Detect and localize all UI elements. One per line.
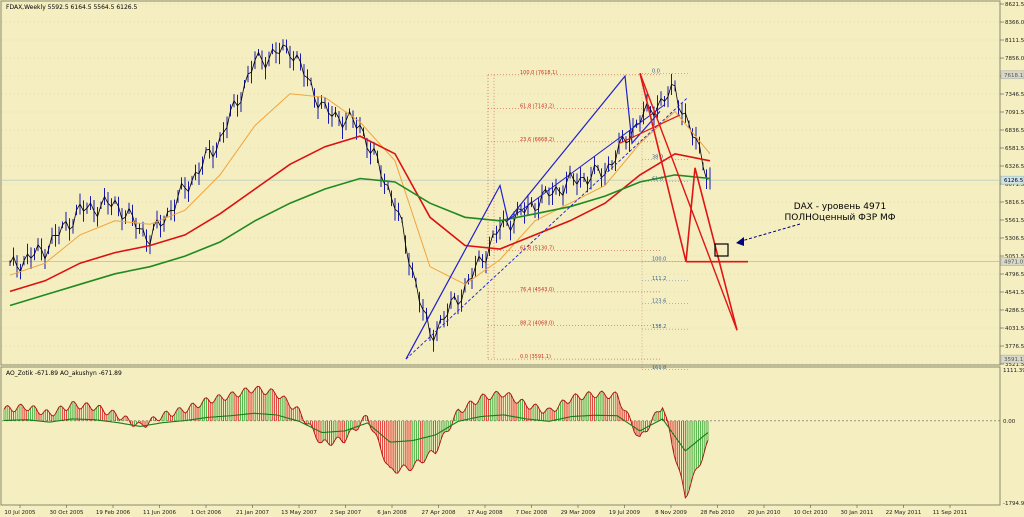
time-tick-label: 11 Jun 2006: [143, 510, 177, 516]
ao-tick-label: 0.00: [1003, 419, 1016, 425]
time-tick-label: 10 Jul 2005: [4, 510, 36, 516]
fib-level-label: 23.6 (6668.2): [520, 137, 554, 143]
time-tick-label: 19 Feb 2006: [96, 510, 131, 516]
fib-level-label: 61.8 (7143.2): [520, 103, 554, 109]
arrow-head: [736, 237, 744, 246]
price-tick-label: 4796.5: [1005, 272, 1024, 278]
time-tick-label: 22 May 2011: [886, 510, 922, 516]
price-tick-label: 7091.5: [1005, 110, 1024, 116]
time-tick-label: 1 Oct 2006: [191, 510, 222, 516]
time-tick-label: 6 Jan 2008: [377, 510, 407, 516]
fib-ext-label: 38.0: [652, 154, 663, 160]
price-tick-label: 6071.5: [1005, 182, 1024, 188]
ao-tick-label: 1111.39: [1003, 368, 1024, 374]
time-tick-label: 17 Aug 2008: [467, 510, 503, 516]
fib-ext-label: 161.8: [652, 365, 666, 371]
fib-level-label: 76.4 (4543.0): [520, 287, 554, 293]
price-tick-label: 4286.5: [1005, 308, 1024, 314]
time-tick-label: 10 Oct 2010: [793, 510, 828, 516]
blue-wedge: [405, 74, 661, 360]
price-tick-label: 8621.5: [1005, 2, 1024, 8]
price-tick-label: 6581.5: [1005, 146, 1024, 152]
price-marker-box: [1000, 70, 1024, 80]
fib-level-label: 88.2 (4068.0): [520, 320, 554, 326]
current-price-box: [1000, 175, 1024, 185]
price-tick-label: 8111.5: [1005, 38, 1024, 44]
time-tick-label: 28 Feb 2010: [700, 510, 735, 516]
indicator-header: AO_Zotik -671.89 AO_akushyn -671.89: [6, 370, 122, 377]
price-tick-label: 5816.5: [1005, 200, 1024, 206]
ma-mid-line: [9, 135, 711, 293]
time-tick-label: 21 Jan 2007: [236, 510, 269, 516]
symbol-header: FDAX,Weekly 5592.5 6164.5 5564.5 6126.5: [6, 4, 138, 11]
price-tick-label: 7856.0: [1005, 56, 1024, 62]
ao-tick-label: -1794.97: [1003, 501, 1024, 507]
annotation-line1: DAX - уровень 4971: [794, 202, 886, 212]
price-tick-label: 7346.5: [1005, 92, 1024, 98]
red-channel-line: [619, 114, 681, 144]
time-tick-label: 30 Jan 2011: [841, 510, 874, 516]
time-tick-label: 20 Jun 2010: [747, 510, 781, 516]
ma-fast-line: [9, 93, 711, 285]
price-tick-label: 5051.5: [1005, 254, 1024, 260]
price-tick-label: 3776.5: [1005, 344, 1024, 350]
price-marker-label: 7618.1: [1004, 73, 1023, 79]
time-tick-label: 30 Oct 2005: [49, 510, 84, 516]
price-tick-label: 8366.0: [1005, 20, 1024, 26]
price-tick-label: 6326.5: [1005, 164, 1024, 170]
fib-level-label: 100.0 (7618.1): [520, 70, 557, 76]
current-price-label: 6126.5: [1004, 178, 1024, 184]
price-tick-label: 6836.5: [1005, 128, 1024, 134]
fib-ext-label: 123.6: [652, 298, 666, 304]
red-projection-line: [639, 73, 738, 331]
annotation: DAX - уровень 4971 ПОЛНОценный ФЗР МФ: [714, 202, 896, 257]
red-target-path: [639, 73, 738, 331]
annotation-arrow: [737, 223, 801, 243]
time-tick-label: 29 Mar 2009: [561, 510, 596, 516]
price-tick-label: 4031.5: [1005, 326, 1024, 332]
ao-line: [3, 385, 709, 499]
fib-ext-label: 100.0: [652, 257, 666, 263]
target-box: [714, 243, 729, 257]
price-tick-label: 4541.5: [1005, 290, 1024, 296]
time-tick-label: 19 Jul 2009: [609, 510, 641, 516]
time-tick-label: 7 Dec 2008: [516, 510, 548, 516]
trend-lines: [405, 73, 748, 360]
axes: 8621.58366.08111.57856.07601.57346.57091…: [4, 2, 1024, 516]
time-tick-label: 27 Apr 2008: [421, 510, 456, 516]
price-marker-box: [1000, 354, 1024, 364]
fib-level-label: 61.8 (5130.7): [520, 245, 554, 251]
fib-ext-label: 0.0: [652, 68, 660, 74]
price-line: [9, 44, 711, 342]
annotation-line2: ПОЛНОценный ФЗР МФ: [784, 213, 895, 223]
fibonacci-levels: 100.0 (7618.1) 61.8 (7143.2) 23.6 (6668.2)…: [487, 68, 690, 371]
price-marker-label: 3591.1: [1004, 357, 1023, 363]
time-tick-label: 13 May 2007: [281, 510, 317, 516]
price-marker-box: [1000, 257, 1024, 266]
price-tick-label: 3521.5: [1005, 362, 1024, 368]
fib-level-label: 0.0 (3591.1): [520, 354, 551, 360]
time-tick-label: 2 Sep 2007: [330, 510, 362, 516]
price-marker-label: 4971.0: [1004, 260, 1024, 266]
fib-ext-label: 138.2: [652, 324, 666, 330]
time-tick-label: 8 Nov 2009: [655, 510, 687, 516]
blue-channel-line: [507, 103, 666, 221]
fib-ext-label: 61.8: [652, 176, 663, 182]
price-tick-label: 5306.5: [1005, 236, 1024, 242]
ao-signal-line: [3, 412, 709, 452]
fib-ext-label: 111.2: [652, 276, 666, 282]
time-tick-label: 11 Sep 2011: [933, 510, 968, 516]
trend-dashed-line: [405, 96, 689, 360]
price-series: [9, 39, 711, 352]
price-tick-label: 5561.5: [1005, 218, 1024, 224]
ao-histogram: [2, 385, 1000, 499]
ma-slow-line: [9, 174, 711, 307]
